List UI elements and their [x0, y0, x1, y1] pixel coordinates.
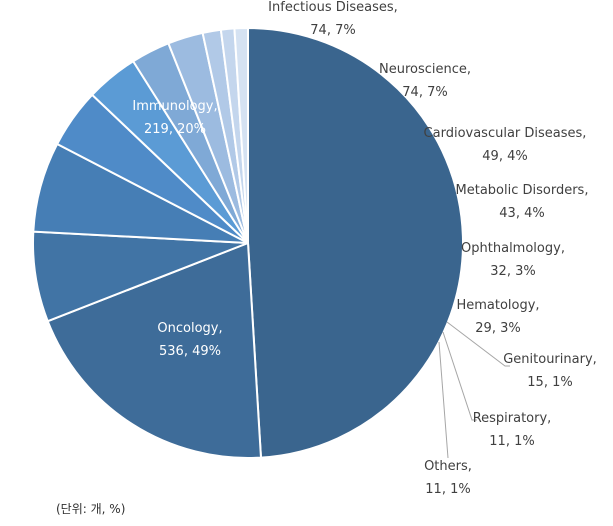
slice-label-value: 15, 1%: [527, 375, 572, 390]
slice-label-name: Genitourinary,: [503, 352, 597, 367]
slice-label-value: 74, 7%: [402, 85, 447, 100]
pie-slices: [32, 26, 464, 459]
slice-label-name: Infectious Diseases,: [268, 0, 398, 15]
leader-line-respiratory: [442, 331, 477, 421]
slice-label-name: Oncology,: [157, 321, 222, 336]
slice-label-name: Metabolic Disorders,: [456, 183, 589, 198]
slice-label-value: 74, 7%: [310, 23, 355, 38]
slice-label-name: Others,: [424, 459, 472, 474]
slice-label-value: 32, 3%: [490, 264, 535, 279]
slice-label-value: 11, 1%: [489, 434, 534, 449]
slice-label-value: 29, 3%: [475, 321, 520, 336]
slice-label-name: Neuroscience,: [379, 62, 471, 77]
slice-label-value: 43, 4%: [499, 206, 544, 221]
slice-label-value: 219, 20%: [144, 122, 206, 137]
pie-slice-immunology: [46, 241, 263, 459]
leader-line-genitourinary: [446, 321, 510, 367]
slice-label-name: Respiratory,: [473, 411, 552, 426]
slice-label-name: Cardiovascular Diseases,: [424, 126, 587, 141]
slice-label-name: Ophthalmology,: [461, 241, 565, 256]
slice-label-value: 536, 49%: [159, 344, 221, 359]
leader-line-others: [438, 341, 449, 459]
slice-label-name: Immunology,: [132, 99, 217, 114]
unit-note: (단위: 개, %): [56, 502, 126, 516]
slice-label-value: 49, 4%: [482, 149, 527, 164]
slice-label-value: 11, 1%: [425, 482, 470, 497]
pie-slice-oncology: [247, 26, 464, 459]
slice-labels: Oncology, 536, 49% Immunology, 219, 20% Infe…: [132, 0, 596, 497]
leader-lines: [438, 321, 510, 459]
pie-slice-others: [233, 26, 249, 244]
slice-label-name: Hematology,: [456, 298, 539, 313]
